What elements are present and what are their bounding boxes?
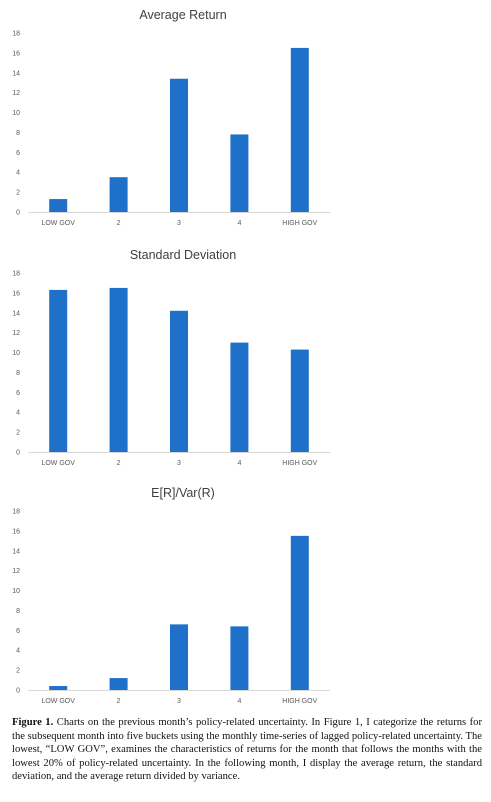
bar bbox=[230, 134, 249, 212]
y-tick-label: 18 bbox=[12, 31, 20, 38]
x-category-label: 2 bbox=[117, 460, 121, 467]
x-category-label: 4 bbox=[237, 460, 241, 467]
bar bbox=[290, 47, 309, 212]
figure-caption-text: Charts on the previous month’s policy-re… bbox=[12, 717, 482, 783]
y-tick-label: 8 bbox=[16, 130, 20, 137]
y-tick-label: 16 bbox=[12, 50, 20, 57]
figure-caption: Figure 1. Charts on the previous month’s… bbox=[12, 716, 482, 784]
chart-er-var-svg: E[R]/Var(R) 0 2 4 6 8 10 12 14 16 18 LOW GOV 2 3 4 HIGH… bbox=[12, 486, 330, 705]
y-tick-label: 12 bbox=[12, 568, 20, 575]
chart-title: Standard Deviation bbox=[130, 248, 236, 262]
y-tick-label: 2 bbox=[16, 430, 20, 437]
chart-er-var: E[R]/Var(R) 0 2 4 6 8 10 12 14 16 18 LOW GOV 2 3 4 HIGH… bbox=[0, 478, 491, 714]
y-tick-label: 4 bbox=[16, 170, 20, 177]
x-category-label: 3 bbox=[177, 698, 181, 705]
y-tick-label: 0 bbox=[16, 210, 20, 217]
bar bbox=[290, 535, 309, 690]
y-tick-label: 10 bbox=[12, 110, 20, 117]
y-tick-label: 6 bbox=[16, 390, 20, 397]
y-tick-label: 4 bbox=[16, 648, 20, 655]
y-tick-label: 0 bbox=[16, 450, 20, 457]
y-tick-label: 18 bbox=[12, 271, 20, 278]
y-tick-label: 12 bbox=[12, 90, 20, 97]
y-tick-label: 6 bbox=[16, 150, 20, 157]
bar bbox=[49, 199, 68, 212]
chart-standard-deviation-svg: Standard Deviation 0 2 4 6 8 10 12 14 16 18 LOW GOV… bbox=[12, 248, 330, 467]
y-tick-label: 16 bbox=[12, 290, 20, 297]
bar bbox=[170, 624, 188, 690]
x-category-label: LOW GOV bbox=[41, 460, 75, 467]
bar bbox=[49, 289, 68, 452]
bar bbox=[290, 349, 309, 452]
chart-average-return-svg: Average Return 0 2 4 6 8 10 12 14 16 18 LOW GOV 2 3 4 H… bbox=[12, 8, 330, 227]
y-tick-label: 2 bbox=[16, 190, 20, 197]
y-tick-label: 18 bbox=[12, 509, 20, 516]
x-category-label: HIGH GOV bbox=[282, 698, 317, 705]
x-category-label: 4 bbox=[237, 220, 241, 227]
y-tick-label: 10 bbox=[12, 588, 20, 595]
y-tick-label: 14 bbox=[12, 70, 20, 77]
bar bbox=[230, 626, 249, 690]
bar bbox=[170, 310, 188, 452]
chart-title: E[R]/Var(R) bbox=[151, 486, 215, 500]
y-tick-label: 8 bbox=[16, 370, 20, 377]
y-tick-label: 14 bbox=[12, 310, 20, 317]
y-tick-label: 10 bbox=[12, 350, 20, 357]
bar bbox=[109, 287, 128, 452]
y-tick-label: 2 bbox=[16, 668, 20, 675]
x-category-label: 4 bbox=[237, 698, 241, 705]
y-tick-label: 0 bbox=[16, 688, 20, 695]
bar bbox=[109, 177, 128, 212]
y-tick-label: 12 bbox=[12, 330, 20, 337]
x-category-label: HIGH GOV bbox=[282, 220, 317, 227]
chart-average-return: Average Return 0 2 4 6 8 10 12 14 16 18 LOW GOV 2 3 4 H… bbox=[0, 0, 491, 236]
y-tick-label: 6 bbox=[16, 628, 20, 635]
figure-caption-label: Figure 1. bbox=[12, 717, 54, 728]
x-category-label: 3 bbox=[177, 460, 181, 467]
y-tick-label: 14 bbox=[12, 548, 20, 555]
x-category-label: 3 bbox=[177, 220, 181, 227]
x-category-label: LOW GOV bbox=[41, 220, 75, 227]
chart-standard-deviation: Standard Deviation 0 2 4 6 8 10 12 14 16 18 LOW GOV… bbox=[0, 240, 491, 476]
y-tick-label: 16 bbox=[12, 528, 20, 535]
y-tick-label: 8 bbox=[16, 608, 20, 615]
x-category-label: 2 bbox=[117, 220, 121, 227]
x-category-label: 2 bbox=[117, 698, 121, 705]
bar bbox=[109, 678, 128, 690]
y-tick-label: 4 bbox=[16, 410, 20, 417]
chart-title: Average Return bbox=[139, 8, 226, 22]
x-category-label: LOW GOV bbox=[41, 698, 75, 705]
x-category-label: HIGH GOV bbox=[282, 460, 317, 467]
bar bbox=[49, 686, 68, 690]
bar bbox=[170, 78, 188, 212]
bar bbox=[230, 342, 249, 452]
